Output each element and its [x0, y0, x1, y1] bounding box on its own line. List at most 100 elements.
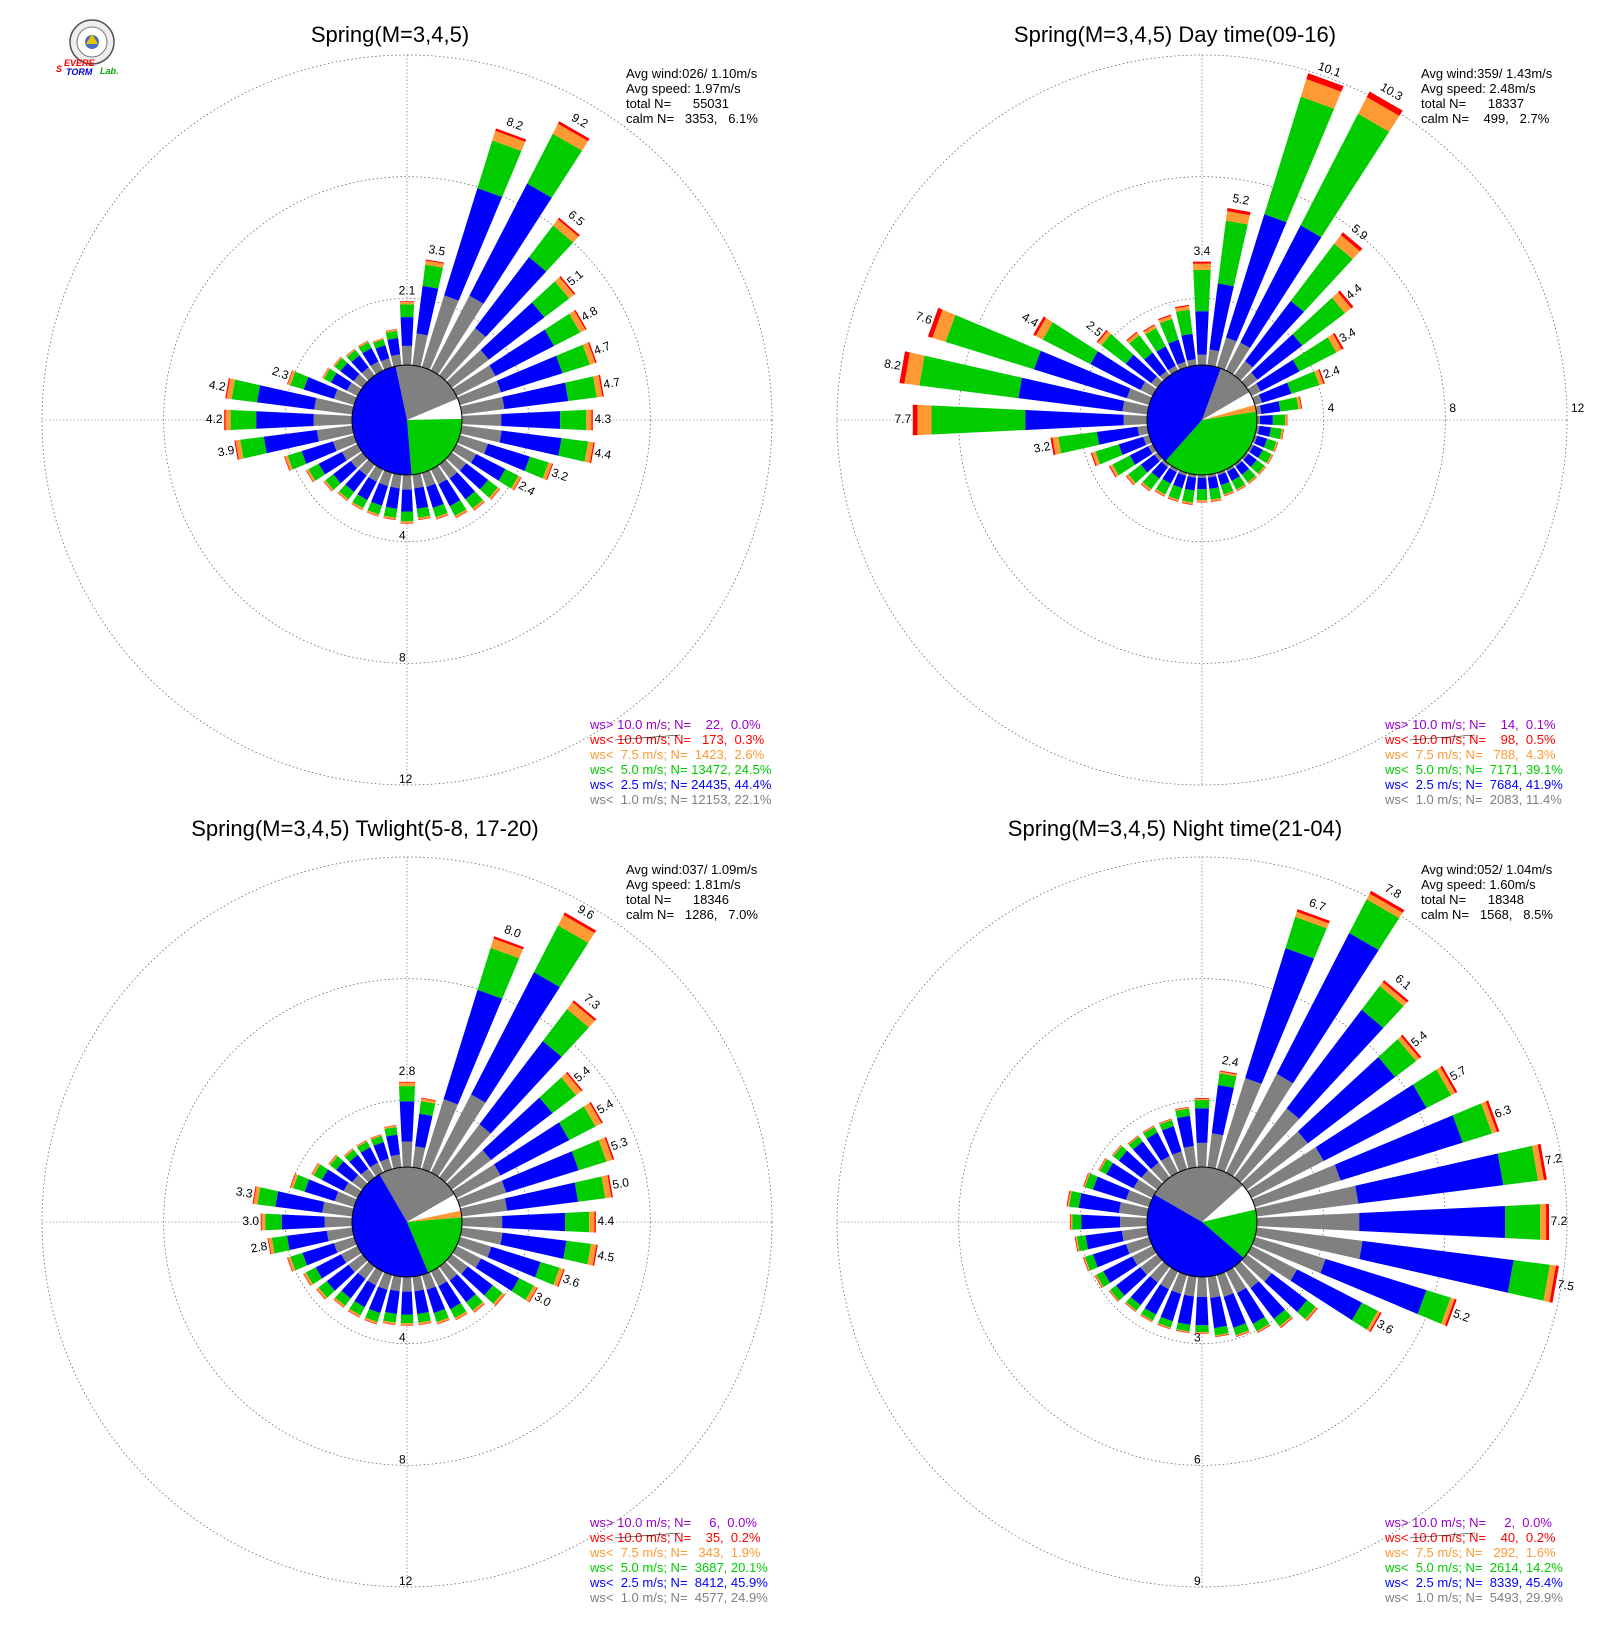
bar-segment-blue	[360, 1147, 379, 1168]
bar-segment-orange	[417, 515, 431, 520]
bar-segment-green	[1176, 1322, 1191, 1332]
bar-segment-green	[477, 140, 522, 198]
bar-segment-green	[293, 1174, 310, 1192]
bar-segment-green	[1349, 899, 1400, 951]
direction-bar	[439, 1261, 485, 1313]
bar-segment-gray	[452, 365, 496, 397]
bar-segment-green	[1292, 337, 1337, 372]
bar-segment-gray	[1120, 1216, 1147, 1228]
bar-segment-blue	[1260, 415, 1273, 425]
bar-total-label: 5.3	[609, 1134, 630, 1153]
bar-segment-orange	[383, 515, 397, 520]
bar-segment-gray	[390, 1275, 402, 1292]
bar-segment-green	[1159, 1120, 1174, 1131]
bar-segment-gray	[1252, 434, 1258, 444]
bar-total-label: 4.4	[594, 445, 613, 462]
legend-entry: ws< 5.0 m/s; N= 2614, 14.2%	[1384, 1560, 1563, 1575]
logo-lab: Lab.	[100, 66, 119, 76]
legend-entry: ws< 7.5 m/s; N= 788, 4.3%	[1384, 747, 1556, 762]
bar-segment-red	[1400, 1034, 1422, 1059]
direction-bar	[311, 1162, 362, 1199]
bar-segment-red	[370, 1134, 382, 1139]
bar-segment-gray	[452, 443, 477, 463]
bar-segment-green	[1361, 985, 1404, 1028]
bar-segment-gray	[1207, 1275, 1221, 1299]
direction-bar	[1196, 475, 1208, 503]
bar-segment-blue	[1118, 436, 1147, 455]
bar-segment-blue	[1240, 225, 1322, 349]
bar-segment-red	[225, 378, 231, 399]
direction-bar	[430, 465, 468, 519]
bar-segment-orange	[399, 301, 415, 305]
bar-segment-blue	[373, 1142, 389, 1162]
bar-total-label: 2.8	[250, 1239, 269, 1256]
bar-total-label: 5.2	[1231, 191, 1250, 208]
bar-segment-red	[1445, 1298, 1457, 1327]
direction-bar	[452, 1245, 538, 1303]
legend-entry: ws< 7.5 m/s; N= 292, 1.6%	[1384, 1545, 1556, 1560]
bar-segment-green	[419, 1101, 436, 1116]
legend-entry: ws< 2.5 m/s; N= 8339, 45.4%	[1384, 1575, 1563, 1590]
bar-segment-orange	[366, 510, 380, 517]
direction-bar	[347, 1267, 384, 1318]
bar-segment-orange	[303, 1272, 313, 1286]
bar-total-label: 2.3	[270, 364, 291, 383]
bar-segment-green	[1252, 1316, 1270, 1332]
bar-segment-gray	[1257, 415, 1261, 425]
bar-segment-gray	[457, 380, 502, 406]
bar-segment-red	[1158, 1118, 1172, 1124]
bar-segment-green	[339, 484, 355, 500]
direction-bar	[1252, 434, 1279, 453]
bar-segment-orange	[382, 1320, 396, 1325]
windrose-panel-2: 4 8 123.45.210.110.35.94.43.42.43.27.78.27…	[836, 22, 1585, 807]
bar-segment-orange	[316, 1287, 328, 1300]
bar-segment-blue	[496, 355, 563, 393]
bar-segment-red	[1369, 890, 1405, 913]
bar-segment-blue	[286, 1230, 329, 1251]
bar-segment-red	[323, 481, 333, 492]
bar-segment-orange	[454, 1311, 468, 1320]
bar-segment-green	[370, 1135, 384, 1146]
bar-segment-blue	[1250, 1281, 1286, 1319]
bar-total-label: 4.5	[597, 1248, 616, 1265]
bar-segment-green	[1142, 472, 1160, 490]
bar-segment-orange	[472, 499, 485, 511]
bar-segment-red	[1537, 1143, 1547, 1180]
bar-segment-blue	[459, 463, 489, 490]
bar-segment-gray	[353, 374, 368, 388]
direction-bar	[287, 1236, 357, 1272]
bar-segment-gray	[313, 414, 352, 426]
bar-segment-green	[230, 410, 257, 430]
bar-segment-orange	[904, 352, 925, 386]
bar-segment-blue	[275, 1191, 325, 1213]
bar-segment-blue	[502, 382, 569, 410]
bar-segment-blue	[386, 1134, 400, 1157]
direction-bar	[430, 1267, 468, 1321]
bar-segment-red	[1154, 490, 1165, 497]
bar-segment-green	[346, 349, 360, 363]
bar-total-label: 5.0	[611, 1175, 630, 1192]
bar-segment-blue	[1162, 468, 1177, 484]
bar-segment-red	[1174, 1106, 1189, 1110]
bar-total-label: 7.8	[1382, 881, 1404, 902]
bar-segment-green	[1209, 487, 1222, 500]
bar-segment-orange	[1070, 1214, 1073, 1230]
bar-segment-red	[604, 1136, 615, 1160]
bar-segment-green	[1505, 1204, 1541, 1240]
bar-segment-orange	[1142, 1125, 1155, 1134]
bar-segment-red	[1549, 1265, 1559, 1303]
bar-segment-green	[1285, 916, 1327, 959]
bar-segment-blue	[371, 482, 389, 506]
bar-segment-gray	[430, 1094, 486, 1177]
bar-segment-blue	[1144, 352, 1167, 377]
bar-total-label: 4.2	[206, 412, 223, 426]
bar-segment-blue	[362, 347, 379, 366]
direction-bar	[412, 259, 445, 367]
bar-segment-blue	[315, 1254, 347, 1279]
bar-segment-gray	[1126, 388, 1152, 406]
bar-segment-blue	[1195, 311, 1209, 355]
bar-total-label: 2.4	[1321, 362, 1342, 381]
bar-segment-gray	[357, 1261, 375, 1280]
bar-segment-green	[1300, 113, 1390, 238]
bar-segment-red	[1194, 1098, 1210, 1099]
